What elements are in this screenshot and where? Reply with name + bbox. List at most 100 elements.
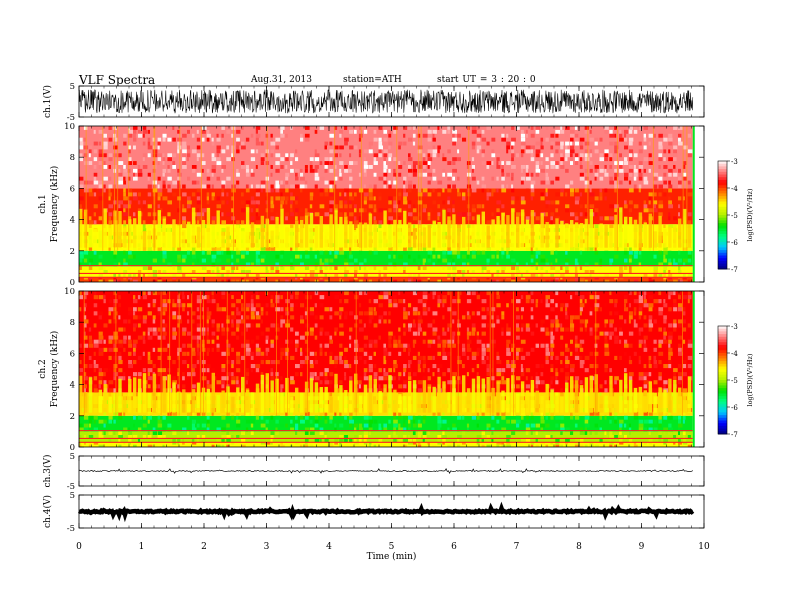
spectral-cell	[398, 343, 404, 348]
spectral-cell	[388, 339, 392, 344]
spectral-cell	[628, 188, 634, 193]
spectral-cell	[226, 438, 231, 443]
spectral-cell	[300, 347, 303, 352]
spectral-cell	[108, 220, 113, 225]
spectral-cell	[118, 444, 122, 447]
spectral-cell	[540, 196, 545, 201]
spectral-cell	[486, 372, 490, 377]
spectral-cell	[142, 295, 147, 300]
spectral-cell	[466, 291, 471, 296]
spectral-cell	[427, 343, 432, 348]
spectral-cell	[589, 295, 594, 300]
spectral-cell	[594, 444, 600, 447]
spectral-cell	[147, 384, 151, 389]
spectral-cell	[133, 212, 136, 217]
spectral-cell	[471, 411, 476, 416]
spectral-cell	[452, 250, 457, 255]
spectral-cell	[471, 331, 476, 336]
spectral-cell	[506, 145, 511, 150]
spectral-cell	[383, 368, 386, 373]
spectral-cell	[187, 343, 192, 348]
spectral-cell	[196, 129, 199, 134]
spectral-cell	[241, 273, 245, 278]
spectral-cell	[403, 299, 406, 304]
spectral-cell	[466, 262, 470, 267]
spectral-cell	[270, 303, 275, 308]
spectral-cell	[678, 137, 681, 142]
spectral-cell	[162, 372, 167, 377]
spectral-cell	[501, 133, 505, 138]
spectral-cell	[628, 254, 633, 259]
spectral-cell	[609, 311, 613, 316]
spectral-cell	[250, 172, 255, 177]
spectral-cell	[358, 435, 362, 439]
spectral-cell	[491, 415, 495, 420]
spectral-cell	[491, 188, 496, 193]
spectral-cell	[393, 364, 398, 369]
spectral-cell	[201, 423, 206, 428]
spectral-cell	[285, 180, 289, 185]
spectral-cell	[93, 165, 97, 169]
spectral-cell	[201, 129, 206, 134]
spectral-cell	[128, 442, 131, 445]
spectral-cell	[506, 438, 510, 443]
spectral-cell	[427, 212, 431, 217]
spectral-cell	[535, 273, 538, 278]
spectral-cell	[98, 311, 104, 316]
spectral-cell	[368, 145, 372, 150]
burst	[638, 212, 643, 248]
spectral-cell	[599, 438, 603, 443]
ch1-spec-x-ticks	[78, 126, 705, 282]
colorbar-cell	[718, 233, 727, 238]
spectral-cell	[349, 192, 353, 197]
spectral-cell	[535, 343, 539, 348]
spectral-cell	[525, 415, 530, 420]
spectral-cell	[432, 372, 435, 377]
spectral-cell	[614, 444, 617, 447]
spectral-cell	[678, 415, 682, 420]
spectral-cell	[535, 380, 541, 385]
spectral-cell	[265, 172, 270, 177]
colorbar-cell	[718, 242, 727, 246]
spectral-cell	[329, 372, 334, 377]
spectral-cell	[221, 376, 226, 381]
spectral-cell	[236, 351, 241, 356]
spectral-cell	[398, 165, 403, 169]
spectral-cell	[177, 351, 180, 356]
spectral-cell	[290, 355, 295, 360]
spectral-cell	[241, 279, 245, 282]
burst	[206, 207, 211, 248]
spectral-cell	[609, 431, 613, 435]
spectral-cell	[614, 133, 617, 138]
spectral-cell	[442, 266, 445, 270]
spectral-cell	[354, 137, 358, 142]
spectral-cell	[339, 343, 343, 348]
spectral-cell	[555, 444, 560, 447]
spectral-cell	[339, 438, 344, 443]
spectral-cell	[162, 133, 167, 138]
spectral-cell	[300, 419, 305, 424]
spectral-cell	[624, 137, 627, 142]
spectral-cell	[560, 192, 564, 197]
spectral-cell	[525, 427, 531, 432]
spectral-cell	[108, 392, 112, 397]
spectral-cell	[530, 172, 534, 177]
spectral-cell	[584, 180, 589, 185]
spectral-cell	[329, 442, 333, 445]
spectral-cell	[619, 137, 624, 142]
burst	[285, 226, 289, 248]
spectral-cell	[162, 291, 167, 296]
spectral-cell	[462, 212, 467, 217]
spectral-cell	[182, 384, 186, 389]
spectral-cell	[98, 153, 103, 158]
spectral-cell	[412, 431, 416, 435]
spectral-cell	[457, 355, 461, 360]
spectral-cell	[241, 141, 245, 146]
spectral-cell	[245, 200, 251, 205]
spectral-cell	[604, 431, 607, 435]
spectral-cell	[108, 347, 113, 352]
spectral-cell	[668, 149, 671, 154]
spectral-cell	[368, 315, 374, 320]
spectral-cell	[157, 423, 163, 428]
spectral-cell	[221, 327, 226, 332]
